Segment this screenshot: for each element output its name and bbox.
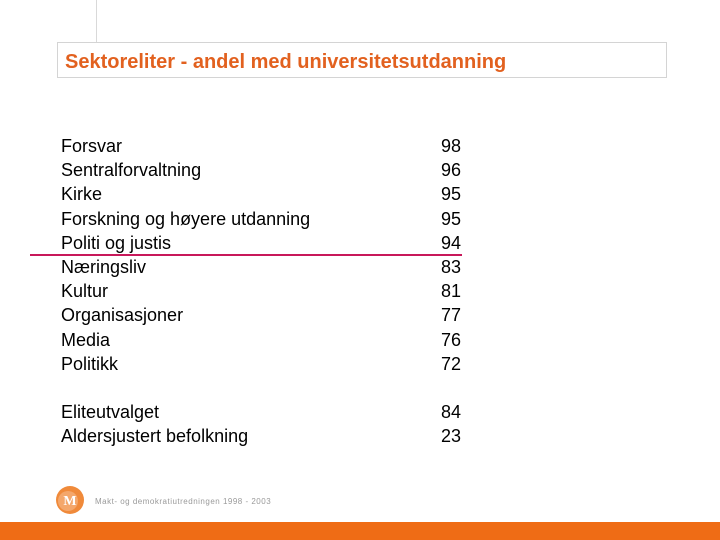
sector-value: 95 [440,208,461,229]
table-row: Næringsliv 83 [61,255,461,279]
sector-value: 95 [440,184,461,205]
logo-text: Makt- og demokratiutredningen 1998 - 200… [95,497,272,506]
footer-logo: M Makt- og demokratiutredningen 1998 - 2… [55,485,295,519]
total-row: Eliteutvalget 84 [61,400,461,424]
table-row: Media 76 [61,328,461,352]
sector-value: 83 [440,256,461,277]
table-row: Forskning og høyere utdanning 95 [61,207,461,231]
table-row: Politikk 72 [61,352,461,376]
top-divider-line [96,0,97,42]
sector-label: Forskning og høyere utdanning [61,208,311,229]
slide-title: Sektoreliter - andel med universitetsutd… [65,51,507,73]
sector-value: 76 [440,329,461,350]
sector-table: Forsvar 98 Sentralforvaltning 96 Kirke 9… [61,134,461,448]
sector-value: 77 [440,305,461,326]
sector-label: Kirke [61,184,103,205]
bottom-accent-bar [0,522,720,540]
sector-label: Næringsliv [61,256,147,277]
sector-label: Media [61,329,111,350]
sector-value: 96 [440,160,461,181]
logo-mark-icon: M [56,486,84,514]
row-spacer [61,376,461,400]
sector-value: 98 [440,136,461,156]
sector-label: Forsvar [61,136,123,156]
sector-value: 72 [440,353,461,374]
total-label: Aldersjustert befolkning [61,426,249,447]
sector-label: Politi og justis [61,232,172,253]
table-row: Organisasjoner 77 [61,303,461,327]
total-value: 84 [440,401,461,422]
sector-label: Kultur [61,281,109,302]
table-row: Sentralforvaltning 96 [61,158,461,182]
title-box: Sektoreliter - andel med universitetsutd… [57,42,667,78]
table-row: Kirke 95 [61,182,461,206]
sector-label: Sentralforvaltning [61,160,202,181]
sector-label: Politikk [61,353,119,374]
sector-label: Organisasjoner [61,305,184,326]
total-label: Eliteutvalget [61,401,160,422]
table-row: Politi og justis 94 [61,231,461,255]
table-row: Kultur 81 [61,279,461,303]
sector-value: 81 [440,281,461,302]
total-row: Aldersjustert befolkning 23 [61,424,461,448]
logo-letter: M [63,494,76,509]
sector-value: 94 [440,232,461,253]
table-row: Forsvar 98 [61,134,461,158]
highlight-divider-line [30,254,462,256]
total-value: 23 [440,426,461,447]
